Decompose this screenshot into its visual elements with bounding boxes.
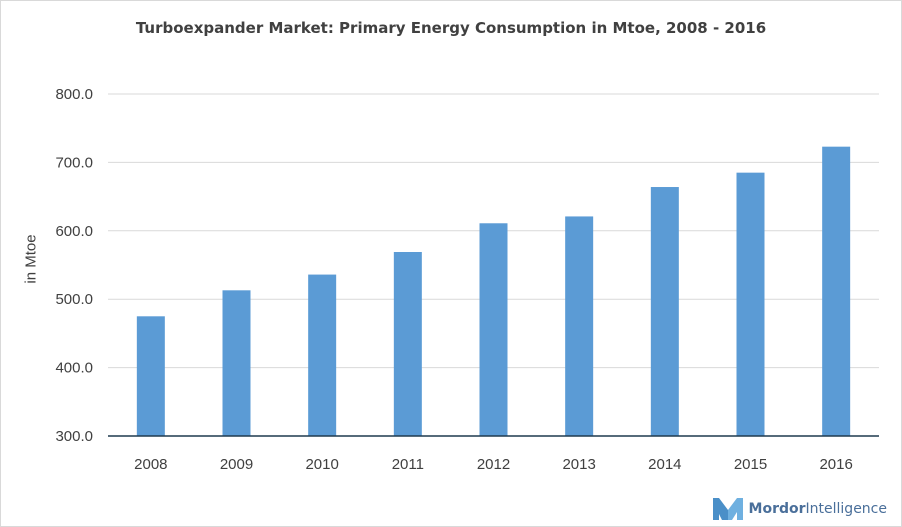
brand-name: MordorIntelligence: [749, 501, 887, 517]
x-tick-label: 2015: [734, 456, 767, 473]
mordor-logo-icon: [712, 498, 743, 520]
bar-2011: [393, 252, 422, 436]
chart-title: Turboexpander Market: Primary Energy Con…: [135, 19, 767, 37]
bar-2010: [308, 274, 337, 436]
x-tick-label: 2014: [648, 456, 681, 473]
brand-name-rest: Intelligence: [805, 501, 887, 517]
y-tick-label: 600.0: [55, 223, 93, 240]
x-tick-label: 2013: [562, 456, 595, 473]
x-tick-label: 2009: [220, 456, 253, 473]
brand-watermark: MordorIntelligence: [712, 498, 887, 520]
y-tick-label: 700.0: [55, 154, 93, 171]
brand-name-bold: Mordor: [748, 501, 806, 517]
x-tick-label: 2012: [477, 456, 510, 473]
x-tick-label: 2011: [392, 456, 424, 473]
bar-2009: [222, 290, 251, 436]
bar-2013: [565, 216, 594, 436]
y-tick-label: 300.0: [55, 428, 93, 445]
bar-2008: [136, 316, 165, 436]
x-tick-label: 2016: [819, 456, 852, 473]
y-tick-label: 800.0: [55, 86, 93, 103]
x-tick-label: 2010: [305, 456, 338, 473]
bar-2014: [650, 187, 679, 436]
bar-2012: [479, 223, 508, 436]
bar-2015: [736, 172, 765, 436]
bar-2016: [822, 146, 851, 436]
x-tick-label: 2008: [134, 456, 167, 473]
y-tick-label: 500.0: [55, 291, 93, 308]
y-tick-label: 400.0: [55, 360, 93, 377]
